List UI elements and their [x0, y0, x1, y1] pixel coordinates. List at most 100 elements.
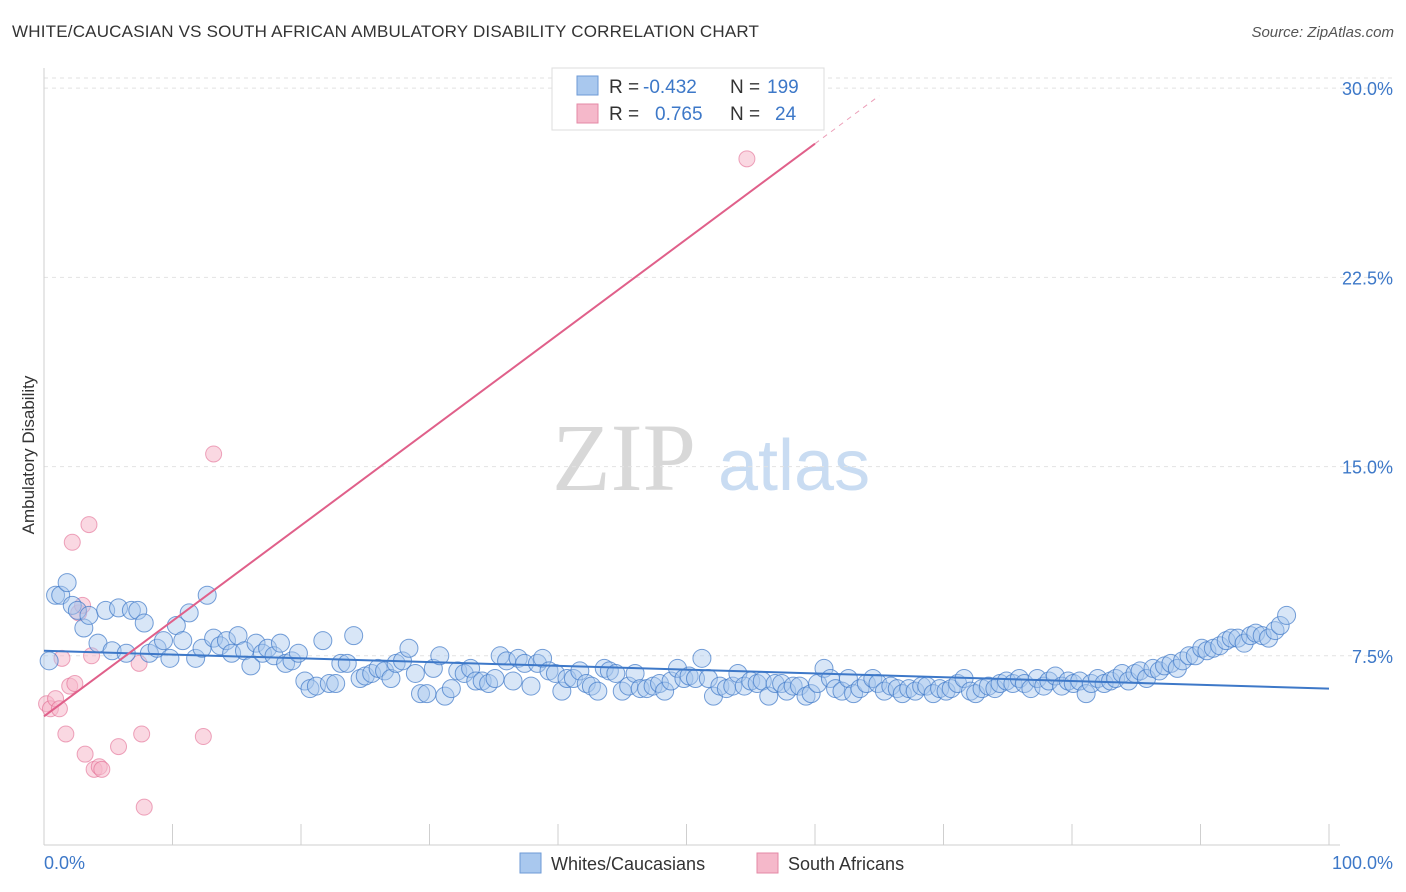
south-african-point: [205, 445, 223, 463]
white-caucasian-point: [173, 631, 193, 651]
south-african-point: [50, 700, 68, 718]
legend-r-label: R =: [609, 77, 639, 98]
white-caucasian-point: [485, 669, 505, 688]
legend-n-pink: 24: [775, 104, 797, 125]
white-caucasian-point: [692, 648, 712, 668]
trend-lines: [43, 95, 1330, 718]
bottom-legend-label-south-africans: South Africans: [788, 854, 904, 874]
white-caucasian-point: [1277, 605, 1297, 625]
white-caucasian-point: [1270, 616, 1290, 636]
white-caucasian-point: [264, 646, 284, 666]
white-caucasian-point: [62, 595, 82, 615]
white-caucasian-point: [405, 663, 425, 683]
white-caucasian-point: [576, 674, 596, 694]
legend-n-label: N =: [730, 104, 760, 125]
white-caucasian-point: [399, 638, 419, 658]
series-legend: Whites/Caucasians South Africans: [519, 852, 904, 874]
white-caucasian-point: [246, 633, 266, 653]
chart-title: WHITE/CAUCASIAN VS SOUTH AFRICAN AMBULAT…: [12, 22, 760, 41]
watermark-zip: ZIP: [552, 404, 696, 511]
white-caucasian-point: [936, 681, 956, 701]
white-caucasian-point: [723, 676, 743, 696]
white-caucasian-point: [521, 676, 541, 696]
south-african-point: [135, 798, 153, 816]
south-african-point: [76, 745, 94, 763]
white-caucasian-point: [102, 641, 122, 661]
white-caucasian-point: [1076, 684, 1096, 704]
white-caucasian-point: [1210, 636, 1230, 656]
white-caucasian-point: [844, 684, 864, 704]
white-caucasian-point: [655, 681, 675, 701]
legend-r-blue: -0.432: [643, 77, 697, 98]
white-caucasian-point: [350, 669, 370, 688]
white-caucasian-point: [1173, 651, 1193, 671]
white-caucasian-point: [606, 663, 626, 683]
y-tick-label: 7.5%: [1352, 647, 1393, 667]
white-caucasian-point: [74, 618, 94, 638]
south-african-point: [110, 738, 128, 756]
white-caucasian-point: [337, 653, 357, 673]
white-caucasian-point: [533, 648, 553, 668]
y-tick-label: 22.5%: [1342, 268, 1393, 288]
x-axis-ticks: [43, 824, 1330, 845]
y-axis-tick-labels: 7.5% 15.0% 22.5% 30.0%: [1342, 79, 1393, 667]
white-caucasian-point: [270, 633, 290, 653]
legend-r-label: R =: [609, 104, 639, 125]
whites-caucasians-points: [39, 573, 1297, 706]
white-caucasian-point: [777, 681, 797, 701]
white-caucasian-point: [430, 646, 450, 666]
white-caucasian-point: [552, 681, 572, 701]
white-caucasian-point: [435, 686, 455, 706]
south-africans-trend-line: [43, 142, 816, 718]
south-african-point: [133, 725, 151, 743]
white-caucasian-point: [344, 626, 364, 646]
legend-r-pink: 0.765: [655, 104, 703, 125]
white-caucasian-point: [1265, 621, 1285, 641]
white-caucasian-point: [282, 651, 302, 671]
white-caucasian-point: [503, 671, 523, 691]
white-caucasian-point: [479, 674, 499, 694]
white-caucasian-point: [1185, 646, 1205, 666]
white-caucasian-point: [1161, 653, 1181, 673]
south-african-point: [57, 725, 75, 743]
white-caucasian-point: [545, 663, 565, 683]
legend-n-blue: 199: [767, 77, 799, 98]
white-caucasian-point: [313, 631, 333, 651]
white-caucasian-point: [154, 631, 174, 651]
white-caucasian-point: [46, 585, 66, 605]
y-axis-title: Ambulatory Disability: [19, 375, 38, 534]
white-caucasian-point: [783, 676, 803, 696]
white-caucasian-point: [121, 600, 141, 620]
south-african-point: [80, 516, 98, 534]
white-caucasian-point: [423, 658, 443, 678]
white-caucasian-point: [454, 663, 474, 683]
x-tick-label-max: 100.0%: [1332, 853, 1393, 873]
white-caucasian-point: [326, 674, 346, 694]
white-caucasian-point: [417, 684, 437, 704]
white-caucasian-point: [759, 686, 779, 706]
legend-n-label: N =: [730, 77, 760, 98]
white-caucasian-point: [863, 669, 883, 688]
white-caucasian-point: [186, 648, 206, 668]
white-caucasian-point: [39, 651, 59, 671]
white-caucasian-point: [210, 636, 230, 656]
white-caucasian-point: [179, 603, 199, 623]
gridlines: [44, 77, 1393, 657]
white-caucasian-point: [134, 613, 154, 633]
south-africans-trend-extension: [814, 95, 880, 145]
white-caucasian-point: [796, 686, 816, 706]
white-caucasian-point: [563, 669, 583, 688]
white-caucasian-point: [288, 643, 308, 663]
south-african-point: [93, 760, 111, 778]
white-caucasian-point: [67, 600, 87, 620]
stats-legend: R = -0.432 N = 199 R = 0.765 N = 24: [551, 67, 825, 131]
bottom-legend-label-whites: Whites/Caucasians: [551, 854, 705, 874]
whites-trend-line: [43, 649, 1330, 690]
white-caucasian-point: [319, 674, 339, 694]
white-caucasian-point: [441, 679, 461, 699]
white-caucasian-point: [147, 638, 167, 658]
source-label: Source: ZipAtlas.com: [1251, 24, 1394, 41]
y-tick-label: 30.0%: [1342, 79, 1393, 99]
white-caucasian-point: [1259, 628, 1279, 648]
